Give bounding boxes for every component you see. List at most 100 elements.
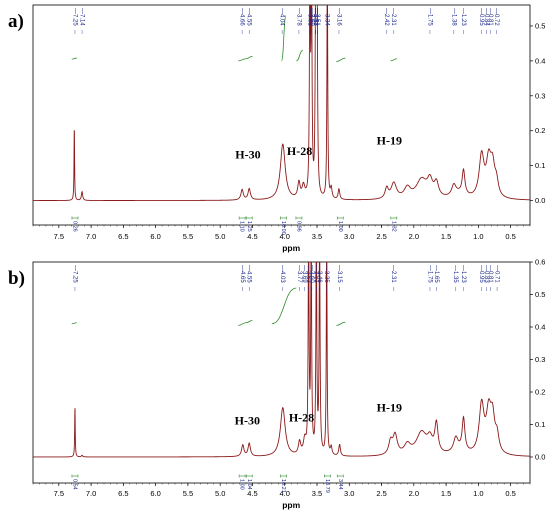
y-tick-label: 0.3 [535, 91, 545, 100]
peak-label: —2.31 [390, 265, 396, 283]
proton-annotation: H-28 [287, 144, 312, 158]
y-tick-label: 0.4 [535, 56, 545, 65]
peak-label: —1.23 [460, 265, 466, 283]
peak-label: —7.25 [71, 8, 77, 26]
integral-curve [245, 320, 253, 324]
x-tick-label: 2.5 [376, 489, 386, 498]
integral-curve [271, 287, 297, 325]
integral-curve [390, 58, 398, 62]
integral-curve [238, 322, 247, 326]
y-tick-label: 0.6 [535, 258, 545, 267]
integral-curve [281, 15, 287, 62]
peak-label: —4.66 [239, 8, 245, 26]
x-tick-label: 3.0 [344, 489, 354, 498]
x-tick-label: 4.5 [247, 489, 257, 498]
peak-label: —1.35 [452, 265, 458, 283]
x-tick-label: 4.0 [280, 489, 290, 498]
peak-label: —3.78 [295, 8, 301, 26]
y-tick-label: 0.0 [535, 453, 545, 462]
peak-label: —3.51 [314, 8, 320, 26]
peak-label: —0.81 [487, 8, 493, 26]
peak-label: —4.03 [279, 265, 285, 283]
peak-label: —3.46 [316, 265, 322, 283]
x-tick-label: 2.5 [376, 232, 386, 241]
integral-curve [238, 58, 247, 62]
peak-label: —0.71 [494, 265, 500, 283]
integral-curve [71, 57, 77, 60]
y-tick-label: 0.4 [535, 323, 545, 332]
x-tick-label: 5.5 [183, 489, 193, 498]
integration-value: 1.32 [390, 221, 396, 232]
integral-curve [71, 322, 77, 325]
peak-label: —3.63 [305, 265, 311, 283]
x-tick-label: 2.0 [409, 232, 419, 241]
x-tick-label: 6.5 [118, 489, 128, 498]
peak-label: —1.75 [426, 265, 432, 283]
integration-value: 0.54 [72, 479, 78, 490]
x-tick-label: 5.0 [215, 232, 225, 241]
peak-label: —2.42 [383, 8, 389, 26]
peak-label: —3.52 [312, 8, 318, 26]
x-tick-label: 3.5 [312, 489, 322, 498]
peak-label: —4.65 [239, 265, 245, 283]
x-tick-label: 3.0 [344, 232, 354, 241]
y-tick-label: 0.5 [535, 21, 545, 30]
x-tick-label: 5.0 [215, 489, 225, 498]
peak-label: —0.81 [487, 265, 493, 283]
peak-label: —0.72 [493, 8, 499, 26]
peak-label: —1.75 [426, 8, 432, 26]
x-tick-label: 7.0 [86, 232, 96, 241]
peak-label: —4.04 [279, 8, 285, 26]
y-tick-label: 0.0 [535, 196, 545, 205]
y-tick-label: 0.1 [535, 161, 545, 170]
x-tick-label: 1.0 [473, 232, 483, 241]
x-tick-label: 5.5 [183, 232, 193, 241]
x-tick-label: 6.5 [118, 232, 128, 241]
peak-label: —3.16 [335, 8, 341, 26]
x-tick-label: 7.0 [86, 489, 96, 498]
y-tick-label: 0.2 [535, 388, 545, 397]
integral-curve [245, 55, 253, 60]
x-tick-label: 1.5 [441, 232, 451, 241]
peak-label: —0.84 [483, 8, 489, 26]
x-tick-label: 4.0 [280, 232, 290, 241]
integration-value: 1.00 [239, 479, 245, 490]
integration-value: 0.26 [72, 221, 78, 232]
integration-value: 1.04 [246, 479, 252, 490]
integration-value: 16.21 [280, 479, 286, 493]
proton-annotation: H-30 [235, 148, 260, 162]
x-tick-label: 6.0 [150, 489, 160, 498]
peak-label: —3.60 [308, 8, 314, 26]
peak-label: —1.23 [460, 8, 466, 26]
integral-curve [296, 49, 303, 62]
x-tick-label: 7.5 [54, 489, 64, 498]
integration-value: 0.96 [295, 221, 301, 232]
integration-value: 10.00 [280, 221, 286, 235]
x-tick-label: 2.0 [409, 489, 419, 498]
panel-label: b) [8, 268, 25, 289]
peak-label: —3.69 [301, 265, 307, 283]
x-tick-label: 4.5 [247, 232, 257, 241]
integration-value: 1.25 [246, 221, 252, 232]
peak-label: —3.60 [308, 265, 314, 283]
peak-label: —3.34 [324, 8, 330, 26]
peak-label: —4.55 [246, 265, 252, 283]
y-tick-label: 0.2 [535, 126, 545, 135]
peak-label: —4.55 [246, 8, 252, 26]
proton-annotation: H-19 [377, 401, 402, 415]
peak-label: —0.83 [483, 265, 489, 283]
peak-label: —0.95 [478, 8, 484, 26]
y-tick-label: 0.5 [535, 290, 545, 299]
x-tick-label: 1.0 [473, 489, 483, 498]
integration-value: 1.00 [337, 221, 343, 232]
peak-label: —1.65 [433, 265, 439, 283]
spectrum-panel-a: a) 7.5 7.0 6.5 6.0 5.5 5.0 4.5 4.0 3.5 3.0 2.5 2.0 1.… [8, 4, 545, 253]
peak-label: —7.25 [71, 265, 77, 283]
spectrum-line [33, 262, 530, 458]
integration-value: 3.44 [337, 479, 343, 490]
x-tick-label: 7.5 [54, 232, 64, 241]
peak-label: —3.61 [306, 8, 312, 26]
plot-frame [32, 261, 531, 484]
proton-annotation: H-19 [377, 134, 402, 148]
